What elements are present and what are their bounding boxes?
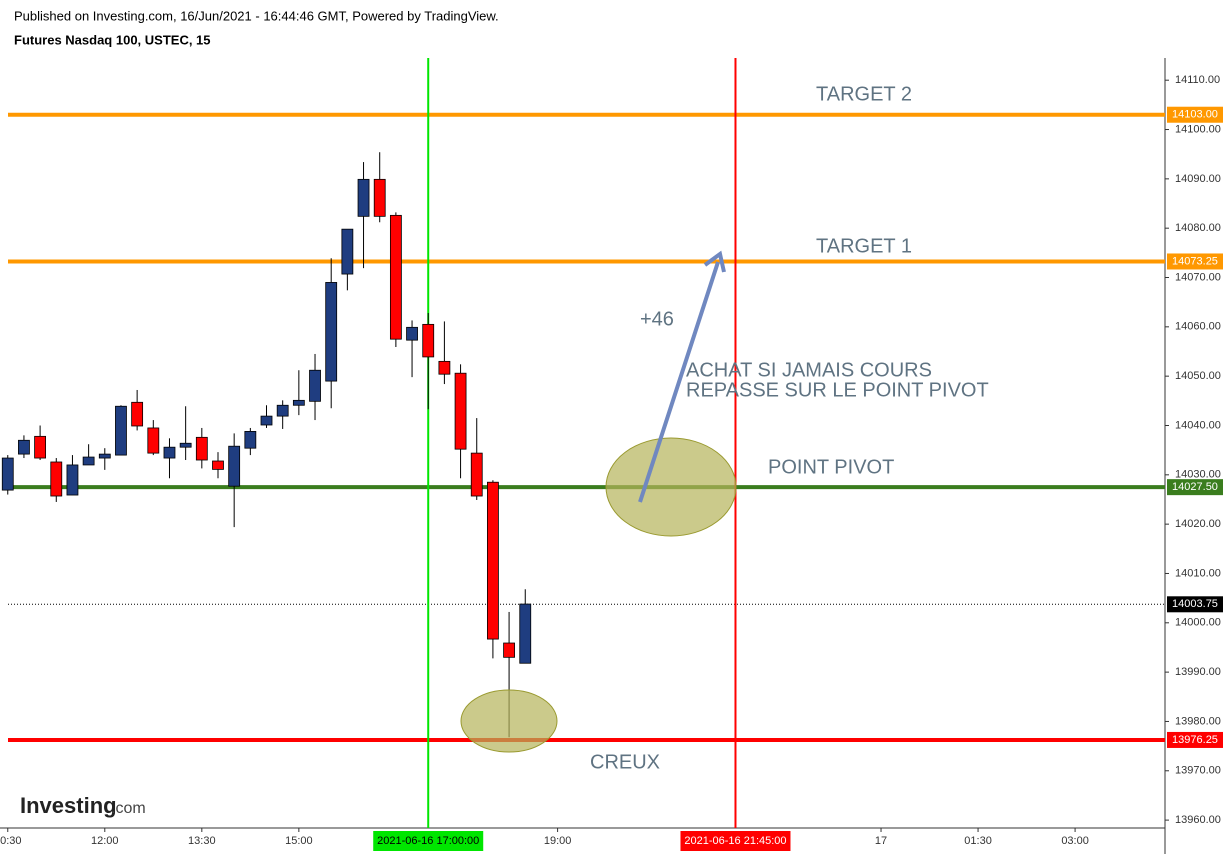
price-tag-label: 14073.25	[1172, 255, 1218, 267]
annotation: TARGET 2	[816, 83, 912, 105]
highlight-ellipse	[605, 437, 737, 537]
price-tag	[1167, 731, 1223, 748]
candle-body	[66, 464, 79, 496]
x-tick-label: 01:30	[964, 835, 992, 847]
annotation: REPASSE SUR LE POINT PIVOT	[686, 379, 989, 401]
candle-body	[244, 431, 257, 449]
time-tag-label: 2021-06-16 17:00:00	[377, 835, 479, 847]
price-tag-label: 14103.00	[1172, 109, 1218, 121]
logo: Investing	[20, 793, 117, 818]
candle-body	[195, 436, 208, 461]
candle-body	[519, 603, 532, 664]
candle-body	[18, 439, 30, 455]
candle-body	[406, 326, 418, 341]
x-tick-label: 15:00	[285, 835, 313, 847]
y-tick-label: 13970.00	[1175, 765, 1221, 777]
y-tick-label: 14070.00	[1175, 271, 1221, 283]
chart-subtitle: Published on Investing.com, 16/Jun/2021 …	[14, 8, 499, 23]
price-tag	[1167, 253, 1223, 270]
candle-body	[309, 369, 321, 402]
y-tick-label: 14030.00	[1175, 469, 1221, 481]
candle-body	[260, 415, 273, 426]
arrow-head	[703, 250, 726, 273]
price-tag	[1167, 479, 1223, 496]
candle-body	[98, 453, 111, 459]
price-tag-label: 14003.75	[1172, 598, 1218, 610]
x-tick-label: 12:00	[91, 835, 119, 847]
y-tick-label: 14060.00	[1175, 321, 1221, 333]
candle-body	[373, 178, 386, 217]
y-tick-label: 14100.00	[1175, 123, 1221, 135]
candle-body	[34, 435, 47, 459]
y-tick-label: 14050.00	[1175, 370, 1221, 382]
candle-body	[276, 404, 289, 417]
candle-body	[163, 446, 176, 459]
annotation: CREUX	[590, 751, 660, 773]
candle-body	[1, 457, 14, 491]
highlight-ellipse	[460, 689, 558, 753]
candle-body	[438, 360, 451, 375]
candle-body	[470, 452, 483, 497]
y-tick-label: 13980.00	[1175, 715, 1221, 727]
y-tick-label: 14020.00	[1175, 518, 1221, 530]
candle-body	[212, 460, 224, 470]
y-tick-label: 14110.00	[1175, 74, 1220, 86]
y-tick-label: 14090.00	[1175, 173, 1221, 185]
candle-body	[389, 214, 402, 340]
candle-body	[179, 442, 192, 448]
x-tick-label: 13:30	[188, 835, 216, 847]
y-tick-label: 14080.00	[1175, 222, 1221, 234]
candle-body	[228, 445, 241, 487]
time-tag-label: 2021-06-16 21:45:00	[684, 835, 786, 847]
time-tag	[680, 831, 791, 851]
x-tick-label: 03:00	[1061, 835, 1089, 847]
y-tick-label: 14010.00	[1175, 567, 1221, 579]
candle-body	[357, 178, 370, 217]
y-tick-label: 14000.00	[1175, 617, 1221, 629]
candle-body	[487, 481, 499, 640]
annotation: POINT PIVOT	[768, 456, 894, 478]
price-tag-label: 14027.50	[1172, 481, 1218, 493]
candle-body	[454, 372, 467, 450]
candle-body	[147, 427, 160, 454]
x-tick-label: 19:00	[544, 835, 572, 847]
y-tick-label: 13960.00	[1175, 814, 1221, 826]
logo-suffix: .com	[111, 800, 146, 817]
candle-body	[82, 456, 95, 466]
annotation: ACHAT SI JAMAIS COURS	[686, 359, 932, 381]
candle-body	[131, 401, 144, 427]
price-tag-label: 13976.25	[1172, 734, 1218, 746]
candle-body	[422, 323, 435, 358]
y-tick-label: 13990.00	[1175, 666, 1221, 678]
plot-layer: 13960.00 13970.00 13980.00 13990.00 14000.00…	[0, 58, 1223, 854]
x-tick-label: 10:30	[0, 835, 22, 847]
price-tag	[1167, 106, 1223, 123]
candle-body	[50, 461, 63, 497]
annotation: +46	[640, 308, 674, 330]
chart-title: Futures Nasdaq 100, USTEC, 15	[14, 32, 211, 47]
arrow	[638, 261, 720, 503]
candle-body	[292, 399, 305, 406]
candle-body	[341, 228, 354, 275]
candle-body	[115, 405, 127, 456]
y-tick-label: 14040.00	[1175, 419, 1221, 431]
candle-body	[503, 642, 515, 658]
candle-body	[325, 282, 338, 382]
time-tag	[373, 831, 484, 851]
x-tick-label: 17	[875, 835, 887, 847]
price-tag	[1167, 596, 1223, 613]
annotation: TARGET 1	[816, 235, 912, 257]
